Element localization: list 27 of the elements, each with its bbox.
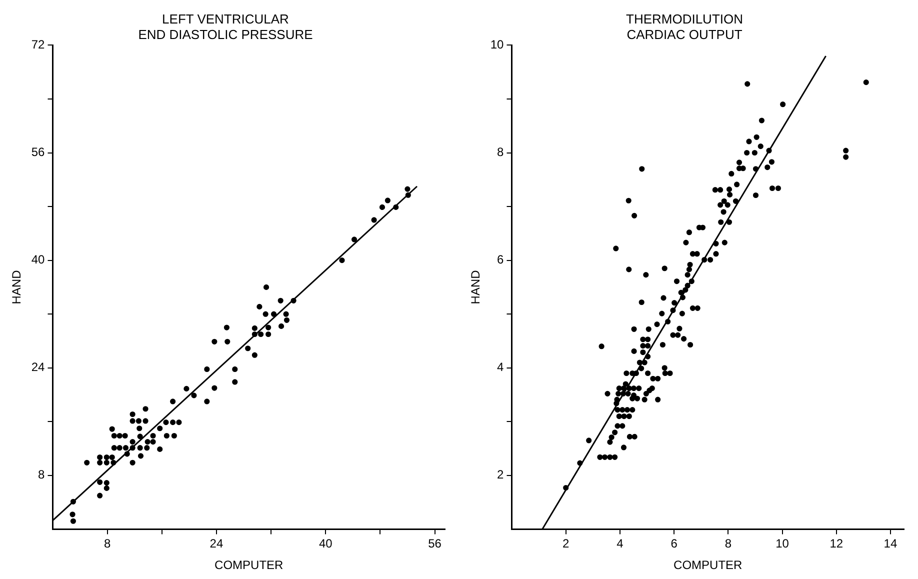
x-tick-label: 12 — [830, 536, 844, 551]
y-tick-label: 6 — [497, 252, 504, 267]
x-axis-title: COMPUTER — [674, 558, 743, 572]
y-tick-label: 8 — [38, 468, 46, 482]
x-tick-label: 10 — [776, 536, 790, 551]
y-axis-title: HAND — [10, 270, 24, 304]
y-tick-label: 40 — [31, 252, 46, 267]
x-tick-label: 40 — [318, 536, 333, 551]
x-tick-label: 8 — [104, 536, 111, 551]
y-tick-label: 2 — [497, 468, 504, 482]
chart-title: THERMODILUTION CARDIAC OUTPUT — [626, 11, 743, 42]
y-tick-label: 10 — [490, 38, 504, 52]
y-axis-title: HAND — [468, 270, 483, 304]
x-axis-title: COMPUTER — [214, 558, 284, 572]
x-tick-label: 4 — [616, 536, 624, 551]
chart-title: LEFT VENTRICULAR END DIASTOLIC PRESSURE — [138, 11, 314, 42]
y-tick-label: 4 — [497, 360, 504, 374]
x-tick-label: 2 — [562, 536, 570, 551]
x-tick-label: 24 — [210, 536, 224, 551]
y-tick-label: 8 — [497, 145, 504, 160]
x-tick-label: 8 — [724, 536, 732, 551]
y-tick-label: 72 — [31, 38, 46, 52]
x-tick-label: 56 — [428, 536, 442, 551]
y-tick-label: 56 — [31, 145, 46, 160]
y-tick-label: 24 — [31, 360, 46, 374]
x-tick-label: 6 — [670, 536, 678, 551]
x-tick-label: 14 — [884, 536, 898, 551]
